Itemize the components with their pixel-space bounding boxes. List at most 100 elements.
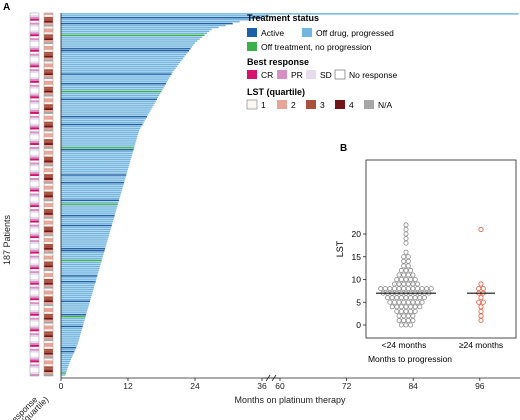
lst-quartile-cell (44, 257, 53, 260)
patient-bar (61, 312, 87, 314)
lst-quartile-cell (44, 172, 53, 175)
lst-dot (391, 286, 397, 292)
lst-quartile-cell (44, 290, 53, 293)
lst-quartile-cell (44, 253, 53, 256)
lst-dot (410, 281, 416, 287)
best-response-cell (30, 170, 39, 173)
lst-quartile-cell (44, 242, 53, 245)
patient-bar (61, 352, 74, 355)
legend-swatch-q4 (335, 100, 345, 109)
best-response-cell (30, 183, 39, 186)
lst-quartile-cell (44, 57, 53, 60)
legend-label-progressed: Off drug, progressed (316, 28, 394, 38)
lst-quartile-cell (44, 348, 53, 351)
patient-bar (61, 131, 139, 134)
patient-bar (61, 321, 84, 324)
patient-bar (61, 302, 90, 304)
lst-quartile-cell (44, 104, 53, 107)
x-tick-label: 24 (190, 381, 200, 391)
best-response-cell (30, 290, 39, 293)
best-response-cell (30, 331, 39, 334)
patient-bar (61, 253, 104, 256)
lst-quartile-cell (44, 372, 53, 375)
best-response-cell (30, 220, 39, 223)
best-response-cell (30, 304, 39, 307)
best-response-cell (30, 164, 39, 167)
best-response-cell (30, 346, 39, 349)
best-response-cell (30, 296, 39, 299)
legend-label-no-progression: Off treatment, no progression (261, 42, 372, 52)
best-response-cell (30, 242, 39, 245)
lst-dot (412, 308, 418, 314)
lst-quartile-cell (44, 154, 53, 157)
patient-bar (61, 246, 106, 248)
best-response-cell (30, 154, 39, 157)
best-response-cell (30, 337, 39, 340)
lst-quartile-cell (44, 251, 53, 254)
lst-quartile-cell (44, 259, 53, 262)
lst-quartile-cell (44, 220, 53, 223)
patient-bar (61, 261, 102, 264)
lst-quartile-cell (44, 117, 53, 120)
patient-bar (61, 306, 89, 308)
lst-quartile-cell (44, 26, 53, 29)
lst-quartile-cell (44, 269, 53, 272)
best-response-cell (30, 364, 39, 367)
lst-quartile-cell (44, 32, 53, 35)
lst-dot (417, 295, 423, 301)
lst-dot (401, 317, 407, 323)
patient-bar (61, 277, 97, 279)
best-response-cell (30, 115, 39, 118)
best-response-cell (30, 67, 39, 70)
lst-quartile-cell (44, 226, 53, 229)
patient-bar (61, 98, 158, 101)
patient-bar (61, 137, 137, 139)
lst-quartile-cell (44, 327, 53, 330)
patient-bar (61, 20, 240, 23)
lst-quartile-cell (44, 102, 53, 105)
patient-bar (61, 234, 110, 236)
patient-bar (61, 207, 117, 209)
patient-bar (61, 211, 116, 213)
lst-quartile-cell (44, 178, 53, 180)
best-response-cell (30, 238, 39, 241)
lst-dot (405, 258, 411, 264)
lst-quartile-cell (44, 335, 53, 338)
best-response-cell (30, 286, 39, 289)
best-response-cell (30, 292, 39, 295)
lst-quartile-cell (44, 228, 53, 231)
best-response-cell (30, 298, 39, 301)
lst-quartile-cell (44, 162, 53, 165)
lst-dot (394, 308, 400, 314)
legend-label-q4: 4 (349, 100, 354, 110)
lst-dot (401, 313, 407, 319)
best-response-cell (30, 100, 39, 103)
patient-bar (61, 166, 129, 168)
lst-quartile-cell (44, 315, 53, 318)
best-response-cell (30, 244, 39, 246)
best-response-cell (30, 360, 39, 363)
lst-quartile-cell (44, 96, 53, 99)
best-response-cell (30, 38, 39, 41)
lst-dot (478, 308, 484, 314)
legend-label-q3: 3 (320, 100, 325, 110)
lst-dot (408, 267, 414, 273)
lst-quartile-cell (44, 218, 53, 221)
lst-quartile-cell (44, 150, 53, 153)
best-response-cell (30, 123, 39, 126)
patient-bar (61, 360, 71, 363)
patient-bar (61, 281, 96, 283)
patient-bar (61, 170, 128, 172)
lst-dot (403, 322, 409, 328)
patient-bar (61, 310, 88, 312)
best-response-cell (30, 14, 39, 17)
lst-dot (410, 286, 416, 292)
lst-quartile-cell (44, 61, 53, 64)
lst-quartile-cell (44, 271, 53, 274)
best-response-cell (30, 137, 39, 140)
lst-quartile-cell (44, 14, 53, 17)
best-response-cell (30, 195, 39, 198)
lst-quartile-cell (44, 263, 53, 266)
lst-quartile-column-frame (43, 12, 54, 377)
